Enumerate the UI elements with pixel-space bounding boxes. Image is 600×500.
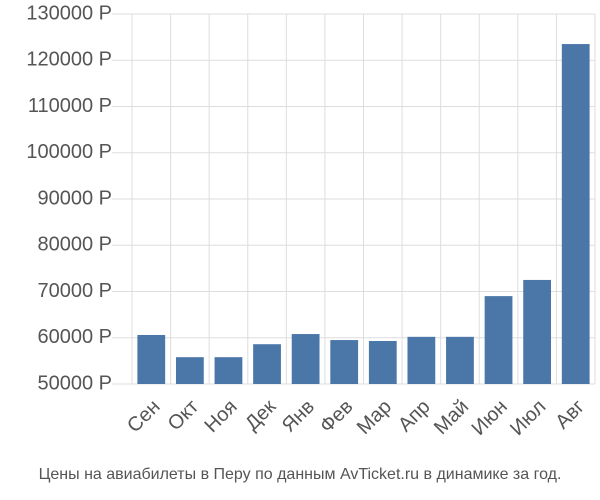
x-tick-label: Янв <box>278 396 319 437</box>
bar <box>446 336 474 384</box>
x-tick-label: Апр <box>394 396 435 437</box>
x-tick-label: Окт <box>164 396 203 435</box>
x-tick-label: Авг <box>551 396 589 434</box>
x-tick-label: Дек <box>241 396 280 435</box>
y-tick-label: 100000 Р <box>26 141 112 163</box>
bar <box>137 334 166 384</box>
bar <box>368 340 397 384</box>
x-tick-label: Фев <box>316 396 358 438</box>
y-tick-label: 80000 Р <box>37 234 112 256</box>
x-tick-label: Июл <box>506 396 550 440</box>
bar <box>291 334 320 384</box>
x-tick-label: Июн <box>468 396 512 440</box>
x-tick-label: Ноя <box>200 396 241 437</box>
bar <box>175 357 204 384</box>
y-tick-label: 90000 Р <box>37 187 112 209</box>
chart-caption: Цены на авиабилеты в Перу по данным AvTi… <box>39 466 562 483</box>
x-tick-label: Сен <box>123 396 164 437</box>
y-tick-label: 130000 Р <box>26 2 112 24</box>
bar <box>561 44 590 384</box>
bar <box>523 279 552 384</box>
y-tick-label: 60000 Р <box>37 326 112 348</box>
x-tick-label: Май <box>430 396 473 439</box>
bar <box>484 296 513 384</box>
bar <box>330 340 359 384</box>
y-tick-label: 120000 Р <box>26 49 112 71</box>
y-tick-label: 70000 Р <box>37 280 112 302</box>
y-tick-label: 50000 Р <box>37 372 112 394</box>
bar <box>214 357 243 384</box>
bar <box>253 344 281 384</box>
bar <box>407 336 436 384</box>
x-tick-label: Мар <box>353 396 396 439</box>
y-tick-label: 110000 Р <box>28 95 112 117</box>
